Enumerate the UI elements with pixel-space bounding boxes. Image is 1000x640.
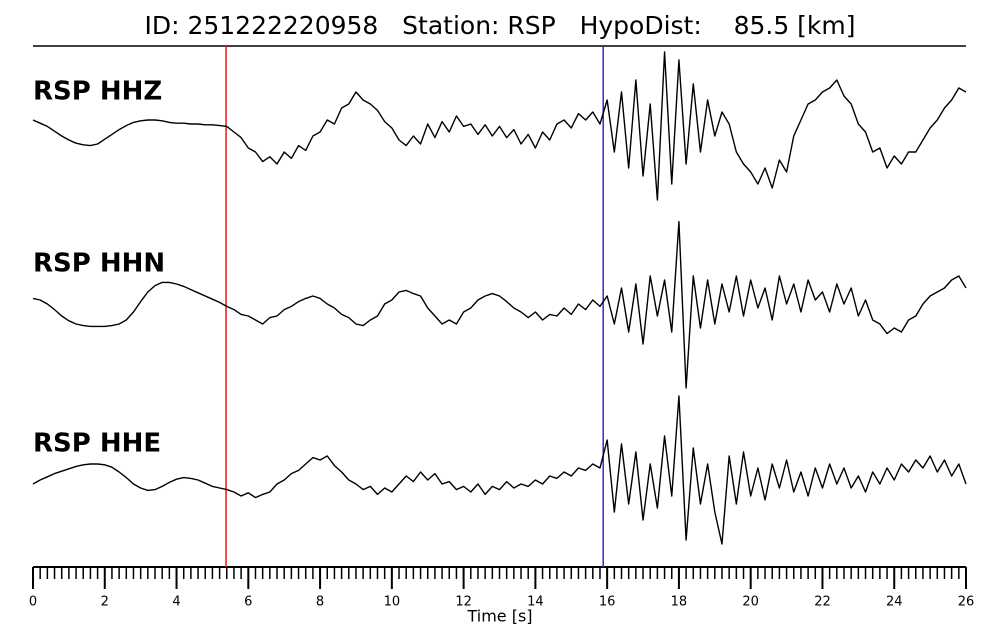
x-tick-label: 20 [742,595,759,610]
x-tick-label: 2 [101,595,109,610]
trace-label: RSP HHN [33,249,165,279]
x-axis-label: Time [s] [466,607,532,626]
x-tick-label: 18 [671,595,688,610]
x-tick-label: 24 [886,595,903,610]
x-tick-label: 0 [29,595,37,610]
trace-label: RSP HHZ [33,77,162,107]
waveform [32,51,967,201]
x-tick-label: 26 [958,595,975,610]
x-tick-label: 8 [316,595,324,610]
waveform [32,220,967,389]
chart-title: ID: 251222220958 Station: RSP HypoDist: … [144,11,855,40]
x-tick-label: 14 [527,595,544,610]
waveform [32,395,967,545]
x-tick-label: 22 [814,595,831,610]
x-tick-label: 4 [172,595,180,610]
x-tick-label: 16 [599,595,616,610]
trace-label: RSP HHE [33,429,161,459]
x-tick-label: 12 [455,595,472,610]
x-tick-label: 6 [244,595,252,610]
x-tick-label: 10 [384,595,401,610]
